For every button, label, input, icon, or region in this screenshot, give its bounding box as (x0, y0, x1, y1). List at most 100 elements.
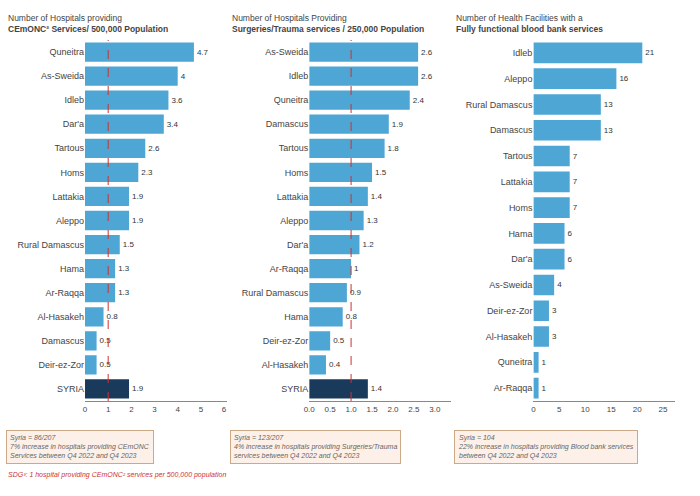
svg-text:1.9: 1.9 (132, 192, 144, 201)
svg-text:Lattakia: Lattakia (277, 192, 309, 202)
svg-text:Idleb: Idleb (513, 48, 533, 58)
svg-text:Idleb: Idleb (289, 71, 309, 81)
svg-text:4: 4 (175, 405, 180, 414)
svg-text:Ar-Raqqa: Ar-Raqqa (45, 288, 84, 298)
svg-text:1.8: 1.8 (388, 144, 400, 153)
svg-text:As-Sweida: As-Sweida (489, 280, 532, 290)
svg-text:4: 4 (557, 280, 562, 289)
svg-text:7: 7 (573, 203, 578, 212)
svg-text:Deir-ez-Zor: Deir-ez-Zor (487, 306, 533, 316)
svg-text:1.0: 1.0 (346, 405, 358, 414)
svg-text:Quneitra: Quneitra (49, 47, 84, 57)
svg-text:1: 1 (354, 264, 359, 273)
svg-text:Hama: Hama (508, 229, 532, 239)
svg-text:Rural Damascus: Rural Damascus (242, 288, 309, 298)
svg-text:As-Sweida: As-Sweida (265, 47, 308, 57)
svg-text:2: 2 (129, 405, 134, 414)
svg-text:1: 1 (542, 358, 547, 367)
svg-text:0.8: 0.8 (107, 312, 119, 321)
svg-text:5: 5 (557, 405, 562, 414)
svg-text:16: 16 (619, 74, 628, 83)
svg-text:Lattakia: Lattakia (52, 192, 84, 202)
svg-text:Rural Damascus: Rural Damascus (466, 100, 533, 110)
svg-text:1.4: 1.4 (371, 192, 383, 201)
svg-text:1.2: 1.2 (362, 240, 374, 249)
svg-text:Aleppo: Aleppo (280, 216, 308, 226)
svg-text:6: 6 (568, 229, 573, 238)
svg-text:15: 15 (607, 405, 616, 414)
svg-text:3: 3 (552, 306, 557, 315)
svg-text:0.5: 0.5 (333, 336, 345, 345)
svg-text:Syria = 123/2074% increase in: Syria = 123/2074% increase in hospitals … (234, 434, 397, 460)
svg-text:1.9: 1.9 (392, 120, 404, 129)
svg-text:6: 6 (568, 255, 573, 264)
svg-text:3.0: 3.0 (429, 405, 441, 414)
svg-text:1.3: 1.3 (118, 264, 130, 273)
svg-text:Ar-Raqqa: Ar-Raqqa (270, 264, 309, 274)
svg-text:0: 0 (531, 405, 536, 414)
svg-text:Number of Hospitals providingC: Number of Hospitals providingCEmONC² Ser… (8, 13, 168, 34)
svg-text:Damascus: Damascus (41, 336, 84, 346)
svg-text:Deir-ez-Zor: Deir-ez-Zor (38, 360, 84, 370)
svg-text:2.5: 2.5 (408, 405, 420, 414)
svg-text:Number of Hospitals ProvidingS: Number of Hospitals ProvidingSurgeries/T… (232, 13, 424, 34)
svg-text:Al-Hasakeh: Al-Hasakeh (37, 312, 84, 322)
svg-text:4: 4 (181, 72, 186, 81)
svg-text:1.5: 1.5 (366, 405, 378, 414)
svg-text:6: 6 (222, 405, 227, 414)
svg-text:Dar'a: Dar'a (287, 240, 308, 250)
svg-text:Deir-ez-Zor: Deir-ez-Zor (263, 336, 309, 346)
svg-text:1.3: 1.3 (118, 288, 130, 297)
svg-text:Dar'a: Dar'a (63, 119, 84, 129)
svg-text:Idleb: Idleb (64, 95, 84, 105)
svg-text:0.5: 0.5 (100, 360, 112, 369)
svg-text:7: 7 (573, 177, 578, 186)
svg-text:2.6: 2.6 (421, 48, 433, 57)
svg-text:20: 20 (633, 405, 642, 414)
svg-text:2.0: 2.0 (387, 405, 399, 414)
svg-text:Homs: Homs (60, 168, 84, 178)
svg-text:21: 21 (645, 48, 654, 57)
svg-text:0.5: 0.5 (100, 336, 112, 345)
svg-text:Rural Damascus: Rural Damascus (17, 240, 84, 250)
svg-text:2.3: 2.3 (141, 168, 153, 177)
svg-text:Aleppo: Aleppo (56, 216, 84, 226)
svg-text:0.9: 0.9 (350, 288, 362, 297)
svg-text:1: 1 (542, 384, 547, 393)
svg-text:As-Sweida: As-Sweida (41, 71, 84, 81)
svg-text:Tartous: Tartous (279, 143, 309, 153)
svg-text:Ar-Raqqa: Ar-Raqqa (494, 383, 533, 393)
svg-text:Al-Hasakeh: Al-Hasakeh (262, 360, 309, 370)
svg-text:0.5: 0.5 (325, 405, 337, 414)
svg-text:10: 10 (581, 405, 590, 414)
svg-text:Al-Hasakeh: Al-Hasakeh (486, 332, 533, 342)
svg-text:Hama: Hama (60, 264, 84, 274)
svg-text:13: 13 (604, 100, 613, 109)
svg-text:1: 1 (106, 405, 111, 414)
svg-text:13: 13 (604, 126, 613, 135)
svg-text:2.6: 2.6 (421, 72, 433, 81)
svg-text:1.4: 1.4 (371, 384, 383, 393)
svg-text:7: 7 (573, 152, 578, 161)
svg-text:Syria = 10422% increase in hos: Syria = 10422% increase in hospitals pro… (458, 434, 634, 460)
svg-text:3.4: 3.4 (167, 120, 179, 129)
svg-text:0: 0 (83, 405, 88, 414)
svg-text:Damascus: Damascus (266, 119, 309, 129)
svg-text:3: 3 (152, 405, 157, 414)
svg-text:3.6: 3.6 (171, 96, 183, 105)
svg-text:5: 5 (199, 405, 204, 414)
svg-text:Quneitra: Quneitra (498, 357, 533, 367)
svg-text:SYRIA: SYRIA (281, 384, 308, 394)
svg-text:Aleppo: Aleppo (504, 74, 532, 84)
svg-text:Damascus: Damascus (490, 125, 533, 135)
svg-text:0.0: 0.0 (304, 405, 316, 414)
svg-text:1.9: 1.9 (132, 216, 144, 225)
svg-text:1.5: 1.5 (123, 240, 135, 249)
svg-text:4.7: 4.7 (197, 48, 209, 57)
svg-text:2.4: 2.4 (413, 96, 425, 105)
svg-text:Homs: Homs (285, 168, 309, 178)
svg-text:Syria = 86/2077% increase in h: Syria = 86/2077% increase in hospitals p… (10, 434, 150, 460)
svg-text:25: 25 (659, 405, 668, 414)
svg-text:1.5: 1.5 (375, 168, 387, 177)
svg-text:Hama: Hama (284, 312, 308, 322)
